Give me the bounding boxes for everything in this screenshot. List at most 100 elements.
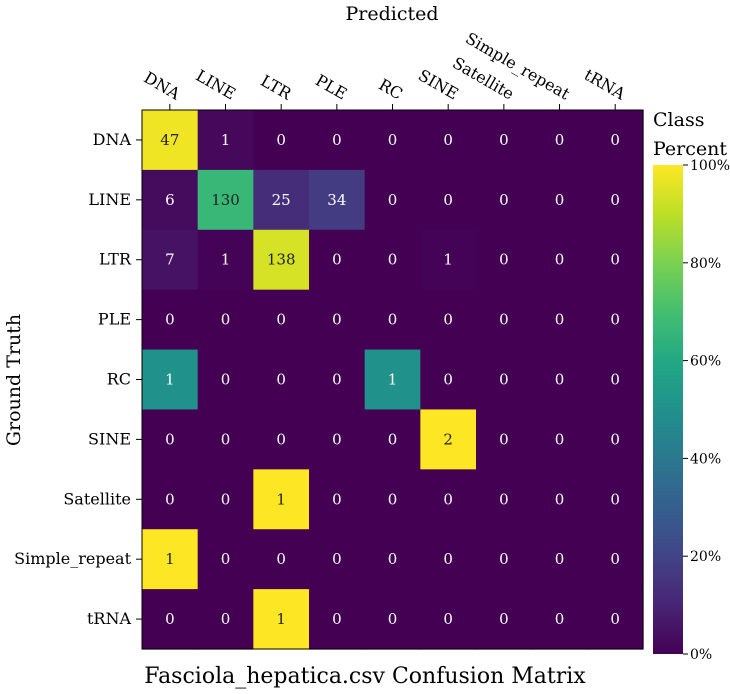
cell-value-label: 0 [165, 430, 175, 448]
cell-value-label: 0 [610, 191, 620, 209]
cell-value-label: 0 [499, 191, 509, 209]
cell-value-label: 0 [499, 490, 509, 508]
heatmap-cell [197, 349, 254, 411]
cell-value-label: 1 [443, 251, 453, 269]
heatmap-cell [476, 589, 533, 650]
cell-value-label: 0 [388, 610, 398, 628]
cell-value-label: 0 [555, 490, 565, 508]
heatmap-cell [253, 409, 310, 470]
cell-value-label: 0 [221, 550, 231, 568]
cell-value-label: 0 [555, 610, 565, 628]
cell-value-label: 0 [165, 610, 175, 628]
cell-value-label: 0 [332, 610, 342, 628]
heatmap-cell [309, 229, 366, 291]
heatmap-cell [309, 289, 366, 351]
heatmap-cell [420, 289, 477, 351]
x-tick-label: tRNA [581, 65, 629, 104]
cell-value-label: 0 [388, 430, 398, 448]
cell-value-label: 0 [221, 430, 231, 448]
heatmap-cell [253, 589, 310, 650]
cell-value-label: 0 [555, 550, 565, 568]
colorbar-label-percent: Percent [653, 138, 727, 160]
y-tick-labels: DNA LINE LTR PLE RC SINE Satellite Simple_repea… [14, 130, 142, 628]
heatmap-cell [531, 169, 588, 231]
heatmap-cell [420, 529, 477, 590]
heatmap-cell [587, 529, 644, 590]
y-tick-label: RC [107, 370, 131, 389]
cell-value-label: 0 [610, 490, 620, 508]
cell-value-label: 0 [499, 311, 509, 329]
cell-value-label: 0 [332, 490, 342, 508]
heatmap-cell [476, 110, 533, 171]
x-tick-labels: DNA LINE LTR PLE RC SINESatelliteSimple_repea… [141, 29, 629, 110]
heatmap-cell [364, 589, 421, 650]
heatmap-cell [531, 229, 588, 291]
heatmap-cell [531, 289, 588, 351]
heatmap-cell [309, 110, 366, 171]
heatmap-cell [531, 110, 588, 171]
heatmap-cell [364, 409, 421, 470]
cell-value-label: 0 [332, 430, 342, 448]
heatmap-cell [142, 289, 199, 351]
heatmap-cell [197, 289, 254, 351]
cell-value-label: 0 [165, 311, 175, 329]
cell-value-label: 138 [267, 251, 296, 269]
cell-value-label: 1 [388, 371, 398, 389]
cell-value-label: 0 [610, 430, 620, 448]
cell-value-label: 0 [388, 251, 398, 269]
cell-value-label: 25 [272, 191, 291, 209]
cell-value-label: 0 [221, 311, 231, 329]
heatmap-cell [253, 349, 310, 411]
heatmap-cell [476, 289, 533, 351]
y-tick-label: LTR [99, 250, 132, 269]
colorbar-tick-label: 40% [690, 451, 721, 467]
heatmap-cell [531, 529, 588, 590]
heatmap-cell [587, 169, 644, 231]
x-tick-label: PLE [312, 70, 350, 103]
heatmap-cell [587, 409, 644, 470]
cell-value-label: 0 [610, 131, 620, 149]
heatmap-cell [476, 529, 533, 590]
cell-value-label: 0 [443, 191, 453, 209]
x-axis-label: Predicted [345, 3, 438, 25]
cell-value-label: 0 [610, 251, 620, 269]
cell-value-label: 0 [221, 371, 231, 389]
heatmap-cell [197, 169, 254, 231]
heatmap-cell [420, 349, 477, 411]
heatmap-cell [197, 589, 254, 650]
cell-value-label: 0 [499, 371, 509, 389]
cell-value-label: 0 [610, 371, 620, 389]
heatmap-cell [197, 229, 254, 291]
colorbar-tick-label: 100% [690, 158, 730, 174]
heatmap-cell [142, 529, 199, 590]
heatmap-cell [531, 589, 588, 650]
heatmap-cell [420, 110, 477, 171]
y-tick-label: SINE [88, 429, 131, 448]
heatmap-cell [587, 469, 644, 530]
colorbar-tick-label: 60% [690, 354, 721, 370]
heatmap-cell [142, 589, 199, 650]
cell-value-label: 0 [610, 550, 620, 568]
heatmap-cell [309, 469, 366, 530]
cell-value-label: 0 [555, 371, 565, 389]
cell-value-label: 34 [327, 191, 346, 209]
heatmap-cell [364, 229, 421, 291]
heatmap-cell [364, 169, 421, 231]
cell-value-label: 0 [276, 550, 286, 568]
heatmap-cell [420, 589, 477, 650]
heatmap-cell [197, 529, 254, 590]
y-tick-label: LINE [88, 190, 131, 209]
cell-value-label: 0 [555, 311, 565, 329]
heatmap-cell [253, 169, 310, 231]
heatmap-cell [197, 110, 254, 171]
heatmap-cell [587, 349, 644, 411]
cell-value-label: 1 [165, 550, 175, 568]
cell-value-label: 0 [332, 311, 342, 329]
cell-value-label: 0 [555, 191, 565, 209]
cell-value-label: 0 [276, 311, 286, 329]
heatmap-cell [476, 169, 533, 231]
cell-value-label: 0 [332, 550, 342, 568]
heatmap-cell [197, 409, 254, 470]
cell-value-label: 7 [165, 251, 175, 269]
